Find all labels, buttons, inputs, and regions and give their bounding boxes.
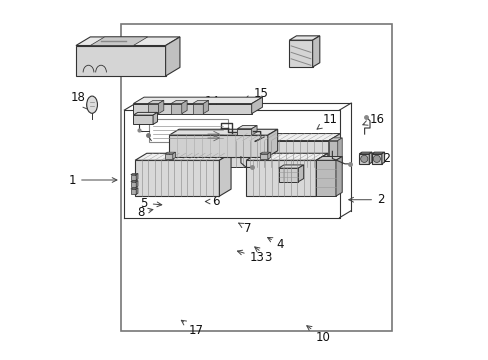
Polygon shape [260, 154, 267, 159]
Polygon shape [359, 152, 371, 154]
Bar [121, 24, 391, 330]
Polygon shape [158, 100, 163, 114]
Text: 11: 11 [316, 113, 337, 129]
Polygon shape [131, 188, 138, 189]
Polygon shape [278, 168, 298, 182]
Circle shape [360, 155, 367, 162]
Polygon shape [289, 40, 312, 67]
Text: 10: 10 [306, 326, 330, 344]
Polygon shape [328, 140, 337, 167]
Polygon shape [133, 112, 157, 115]
Polygon shape [133, 115, 153, 125]
Polygon shape [246, 153, 327, 160]
Polygon shape [371, 152, 384, 154]
Polygon shape [251, 126, 257, 135]
Polygon shape [316, 160, 335, 196]
Polygon shape [76, 37, 180, 45]
Polygon shape [131, 182, 136, 187]
Polygon shape [131, 174, 138, 175]
Polygon shape [371, 154, 381, 164]
Polygon shape [133, 97, 262, 104]
Text: 13: 13 [237, 250, 264, 264]
Text: 1: 1 [68, 174, 117, 186]
Polygon shape [316, 153, 327, 196]
Text: 5: 5 [140, 197, 162, 210]
Polygon shape [169, 129, 277, 135]
Polygon shape [171, 100, 187, 104]
Polygon shape [76, 45, 165, 76]
Polygon shape [316, 157, 342, 160]
Polygon shape [267, 152, 270, 159]
Text: 12: 12 [370, 152, 391, 165]
Polygon shape [267, 129, 277, 157]
Polygon shape [136, 188, 138, 194]
Polygon shape [237, 129, 251, 135]
Polygon shape [237, 126, 257, 129]
Polygon shape [164, 154, 172, 159]
Polygon shape [135, 160, 219, 196]
Polygon shape [172, 152, 175, 159]
Text: 9: 9 [284, 183, 298, 195]
Polygon shape [298, 165, 303, 182]
Text: 15: 15 [244, 87, 267, 100]
Polygon shape [260, 152, 270, 154]
Polygon shape [312, 36, 319, 67]
Circle shape [372, 155, 380, 162]
Polygon shape [228, 140, 328, 167]
Text: 16: 16 [362, 113, 384, 126]
Text: 8: 8 [137, 206, 153, 219]
Polygon shape [328, 134, 340, 167]
Polygon shape [203, 100, 208, 114]
Polygon shape [228, 134, 340, 140]
Polygon shape [246, 160, 316, 196]
Polygon shape [381, 152, 384, 164]
Polygon shape [335, 157, 342, 196]
Polygon shape [368, 152, 371, 164]
Text: 7: 7 [238, 222, 251, 235]
Polygon shape [192, 104, 203, 114]
Polygon shape [289, 36, 319, 40]
Polygon shape [147, 100, 163, 104]
Polygon shape [171, 104, 182, 114]
Polygon shape [169, 135, 267, 157]
Text: 4: 4 [267, 238, 284, 251]
Polygon shape [278, 165, 303, 168]
Ellipse shape [86, 96, 97, 113]
Text: 3: 3 [254, 247, 271, 264]
Text: 6: 6 [205, 195, 219, 208]
Polygon shape [131, 181, 138, 182]
Polygon shape [136, 181, 138, 187]
Polygon shape [131, 175, 136, 180]
Text: 18: 18 [70, 91, 88, 109]
Text: 14: 14 [197, 95, 219, 110]
Polygon shape [192, 100, 208, 104]
Polygon shape [328, 138, 342, 140]
Polygon shape [165, 37, 180, 76]
Polygon shape [359, 154, 368, 164]
Polygon shape [153, 112, 157, 125]
Polygon shape [131, 189, 136, 194]
Polygon shape [136, 174, 138, 180]
Polygon shape [133, 104, 251, 114]
Polygon shape [135, 153, 230, 160]
Text: 17: 17 [181, 320, 203, 337]
Polygon shape [251, 97, 262, 114]
Polygon shape [219, 153, 230, 196]
Polygon shape [164, 152, 175, 154]
Polygon shape [337, 138, 342, 167]
Polygon shape [147, 104, 158, 114]
Polygon shape [182, 100, 187, 114]
Text: 2: 2 [348, 193, 384, 206]
Polygon shape [90, 37, 147, 45]
